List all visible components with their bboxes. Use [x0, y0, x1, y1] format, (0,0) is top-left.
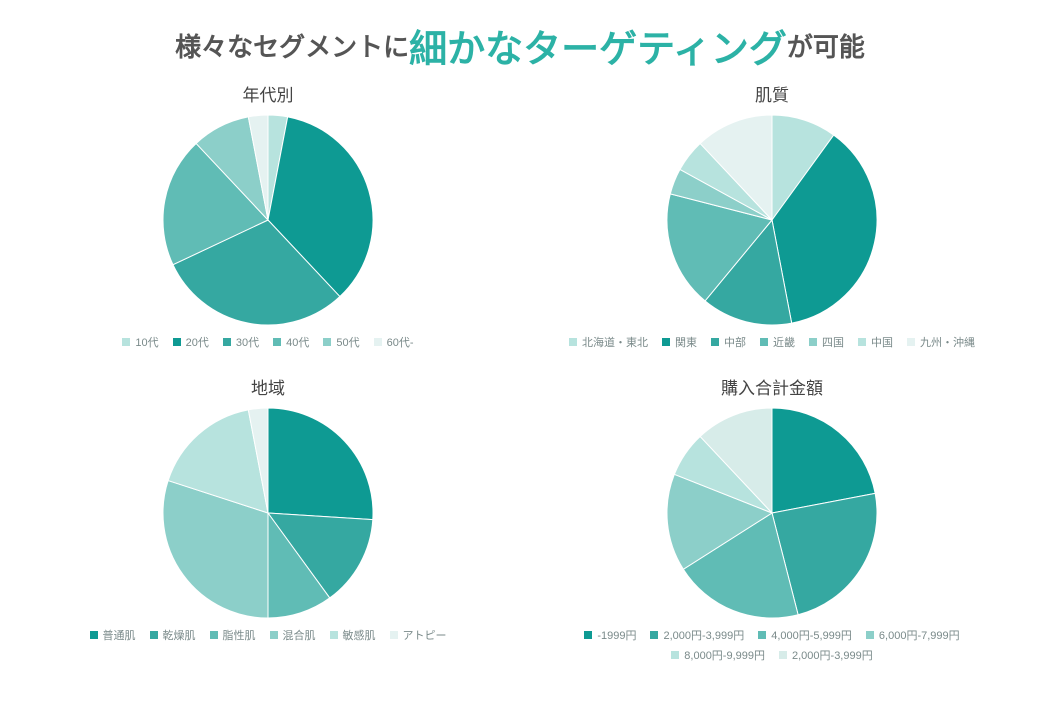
- legend-skin: 北海道・東北 関東 中部 近畿 四国 中国 九州・沖縄: [569, 334, 975, 350]
- legend-label: 2,000円-3,999円: [792, 647, 873, 663]
- legend-item: 50代: [323, 334, 359, 350]
- legend-swatch: [569, 338, 577, 346]
- legend-swatch: [270, 631, 278, 639]
- legend-label: アトピー: [403, 627, 447, 643]
- legend-spend: -1999円 2,000円-3,999円 4,000円-5,999円 6,000円-7…: [552, 627, 992, 663]
- legend-swatch: [650, 631, 658, 639]
- legend-label: 普通肌: [103, 627, 136, 643]
- legend-label: 4,000円-5,999円: [771, 627, 852, 643]
- legend-label: 40代: [286, 334, 309, 350]
- legend-label: 2,000円-3,999円: [663, 627, 744, 643]
- legend-item: 敏感肌: [330, 627, 376, 643]
- legend-item: 中部: [711, 334, 746, 350]
- legend-label: 6,000円-7,999円: [879, 627, 960, 643]
- legend-item: 関東: [662, 334, 697, 350]
- legend-swatch: [173, 338, 181, 346]
- legend-label: 30代: [236, 334, 259, 350]
- legend-item: 中国: [858, 334, 893, 350]
- panel-title-age: 年代別: [243, 81, 294, 106]
- legend-label: 敏感肌: [343, 627, 376, 643]
- legend-swatch: [150, 631, 158, 639]
- legend-item: 四国: [809, 334, 844, 350]
- legend-item: 乾燥肌: [150, 627, 196, 643]
- legend-label: 10代: [135, 334, 158, 350]
- legend-swatch: [866, 631, 874, 639]
- legend-item: 普通肌: [90, 627, 136, 643]
- panel-age: 年代別 10代 20代 30代 40代 50代 60代-: [20, 81, 516, 370]
- legend-item: 2,000円-3,999円: [779, 647, 873, 663]
- panel-region: 地域 普通肌 乾燥肌 脂性肌 混合肌 敏感肌 アトピー: [20, 374, 516, 663]
- legend-item: 九州・沖縄: [907, 334, 975, 350]
- panel-title-skin: 肌質: [755, 81, 789, 106]
- legend-swatch: [273, 338, 281, 346]
- pie-age: [143, 110, 393, 330]
- legend-swatch: [323, 338, 331, 346]
- legend-region: 普通肌 乾燥肌 脂性肌 混合肌 敏感肌 アトピー: [90, 627, 447, 643]
- legend-label: 中国: [871, 334, 893, 350]
- legend-label: 20代: [186, 334, 209, 350]
- legend-swatch: [374, 338, 382, 346]
- legend-swatch: [671, 651, 679, 659]
- legend-label: 混合肌: [283, 627, 316, 643]
- legend-label: 北海道・東北: [582, 334, 648, 350]
- legend-label: 乾燥肌: [163, 627, 196, 643]
- legend-age: 10代 20代 30代 40代 50代 60代-: [122, 334, 413, 350]
- pie-region: [143, 403, 393, 623]
- legend-swatch: [223, 338, 231, 346]
- legend-swatch: [330, 631, 338, 639]
- legend-swatch: [584, 631, 592, 639]
- legend-swatch: [809, 338, 817, 346]
- legend-item: 北海道・東北: [569, 334, 648, 350]
- legend-swatch: [858, 338, 866, 346]
- pie-skin: [647, 110, 897, 330]
- legend-label: 近畿: [773, 334, 795, 350]
- panel-spend: 購入合計金額 -1999円 2,000円-3,999円 4,000円-5,999円 6…: [524, 374, 1020, 663]
- page-title: 様々なセグメントに細かなターゲティングが可能: [0, 0, 1040, 81]
- legend-swatch: [390, 631, 398, 639]
- legend-item: 40代: [273, 334, 309, 350]
- legend-item: 10代: [122, 334, 158, 350]
- legend-label: 中部: [724, 334, 746, 350]
- legend-swatch: [90, 631, 98, 639]
- legend-swatch: [662, 338, 670, 346]
- legend-item: 8,000円-9,999円: [671, 647, 765, 663]
- legend-item: 20代: [173, 334, 209, 350]
- legend-item: 30代: [223, 334, 259, 350]
- legend-swatch: [907, 338, 915, 346]
- legend-label: 四国: [822, 334, 844, 350]
- panel-title-spend: 購入合計金額: [721, 374, 823, 399]
- legend-label: 九州・沖縄: [920, 334, 975, 350]
- legend-label: 50代: [336, 334, 359, 350]
- legend-swatch: [122, 338, 130, 346]
- legend-item: アトピー: [390, 627, 447, 643]
- legend-item: 脂性肌: [210, 627, 256, 643]
- legend-item: 60代-: [374, 334, 414, 350]
- legend-swatch: [711, 338, 719, 346]
- panel-skin: 肌質 北海道・東北 関東 中部 近畿 四国 中国 九州・沖縄: [524, 81, 1020, 370]
- legend-label: 8,000円-9,999円: [684, 647, 765, 663]
- legend-item: 2,000円-3,999円: [650, 627, 744, 643]
- legend-item: 混合肌: [270, 627, 316, 643]
- legend-swatch: [210, 631, 218, 639]
- legend-label: 脂性肌: [223, 627, 256, 643]
- title-prefix: 様々なセグメントに: [175, 32, 409, 62]
- legend-swatch: [779, 651, 787, 659]
- legend-label: 60代-: [387, 334, 414, 350]
- legend-item: 近畿: [760, 334, 795, 350]
- legend-swatch: [760, 338, 768, 346]
- legend-label: 関東: [675, 334, 697, 350]
- title-accent: 細かなターゲティング: [409, 29, 787, 71]
- legend-label: -1999円: [597, 627, 636, 643]
- chart-grid: 年代別 10代 20代 30代 40代 50代 60代- 肌質 北海道・東北 関東 中部 近畿 四…: [0, 81, 1040, 673]
- legend-swatch: [758, 631, 766, 639]
- title-suffix: が可能: [787, 32, 865, 62]
- panel-title-region: 地域: [251, 374, 285, 399]
- legend-item: 6,000円-7,999円: [866, 627, 960, 643]
- legend-item: 4,000円-5,999円: [758, 627, 852, 643]
- legend-item: -1999円: [584, 627, 636, 643]
- pie-spend: [647, 403, 897, 623]
- pie-slice: [268, 408, 373, 520]
